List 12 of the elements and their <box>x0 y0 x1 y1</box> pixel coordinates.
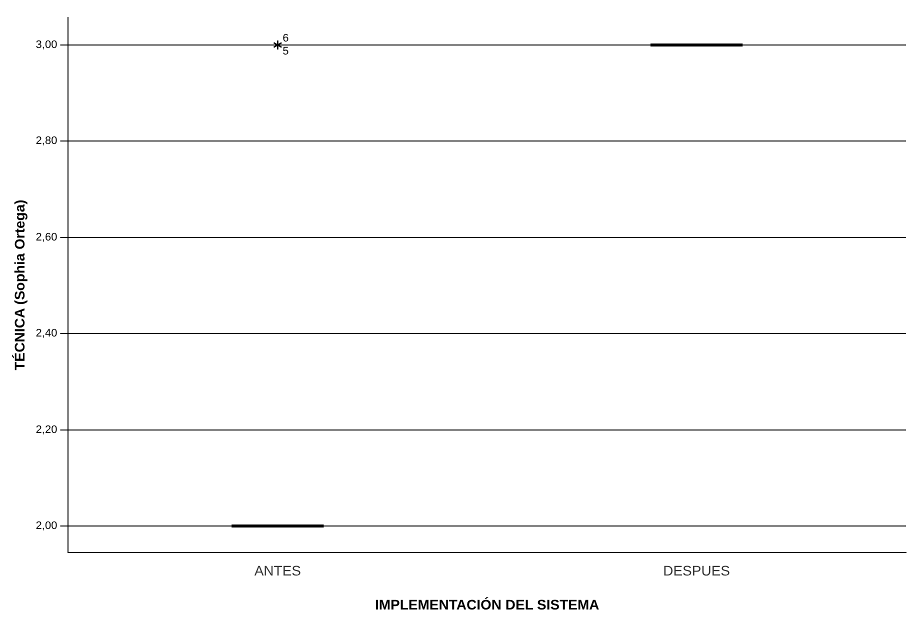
y-tick-label: 2,00 <box>36 520 58 532</box>
annotation: 5 <box>282 46 289 58</box>
y-tick-label: 2,40 <box>36 328 58 340</box>
x-axis-title: IMPLEMENTACIÓN DEL SISTEMA <box>374 596 600 612</box>
y-tick-label: 2,20 <box>36 424 58 436</box>
x-tick-label: ANTES <box>254 562 301 579</box>
y-tick-label: 2,80 <box>36 135 58 148</box>
y-tick-label: 3,00 <box>36 39 58 52</box>
x-tick-label: DESPUES <box>663 562 730 579</box>
y-tick-label: 2,60 <box>36 231 58 244</box>
annotation: 6 <box>282 32 289 45</box>
y-axis-title: TÉCNICA (Sophia Ortega) <box>11 200 28 370</box>
